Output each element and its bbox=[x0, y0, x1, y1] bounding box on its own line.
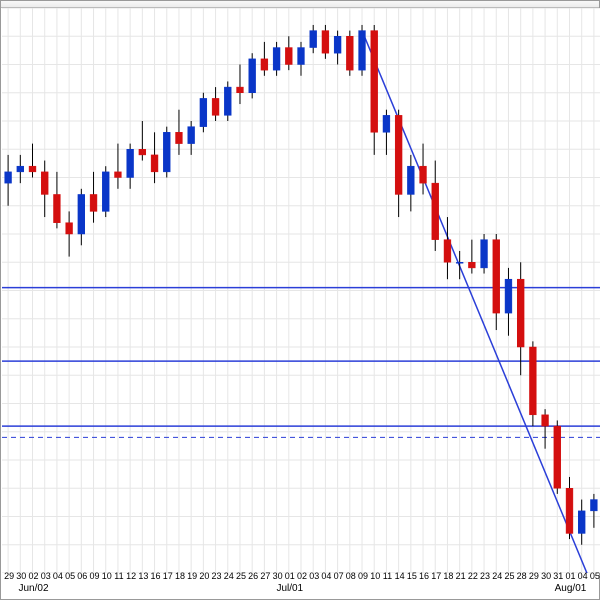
chart-window: 2930020304050609101112131617181920232425… bbox=[0, 0, 600, 600]
x-tick-day: 06 bbox=[77, 571, 87, 581]
x-tick-day: 04 bbox=[53, 571, 63, 581]
x-tick-day: 30 bbox=[273, 571, 283, 581]
x-tick-day: 19 bbox=[187, 571, 197, 581]
x-tick-day: 16 bbox=[151, 571, 161, 581]
x-tick-day: 09 bbox=[358, 571, 368, 581]
x-tick-day: 04 bbox=[578, 571, 588, 581]
window-title-bar bbox=[1, 1, 599, 8]
x-axis: 2930020304050609101112131617181920232425… bbox=[2, 571, 598, 599]
x-tick-day: 25 bbox=[236, 571, 246, 581]
x-tick-day: 24 bbox=[224, 571, 234, 581]
x-tick-day: 14 bbox=[395, 571, 405, 581]
x-tick-day: 22 bbox=[468, 571, 478, 581]
x-tick-day: 01 bbox=[285, 571, 295, 581]
x-tick-month: Jul/01 bbox=[276, 583, 303, 594]
x-tick-day: 29 bbox=[529, 571, 539, 581]
x-tick-day: 26 bbox=[248, 571, 258, 581]
x-tick-day: 21 bbox=[456, 571, 466, 581]
x-tick-day: 03 bbox=[309, 571, 319, 581]
x-tick-day: 24 bbox=[492, 571, 502, 581]
x-tick-day: 20 bbox=[199, 571, 209, 581]
x-tick-day: 05 bbox=[590, 571, 600, 581]
x-tick-day: 31 bbox=[553, 571, 563, 581]
x-tick-day: 23 bbox=[212, 571, 222, 581]
x-tick-day: 10 bbox=[370, 571, 380, 581]
x-tick-day: 16 bbox=[419, 571, 429, 581]
x-tick-day: 18 bbox=[443, 571, 453, 581]
candlestick-chart[interactable] bbox=[2, 8, 598, 571]
x-tick-day: 03 bbox=[41, 571, 51, 581]
x-tick-day: 13 bbox=[138, 571, 148, 581]
x-tick-day: 11 bbox=[383, 571, 392, 581]
x-tick-month: Jun/02 bbox=[18, 583, 48, 594]
x-tick-day: 05 bbox=[65, 571, 75, 581]
x-tick-day: 12 bbox=[126, 571, 136, 581]
x-tick-day: 29 bbox=[4, 571, 14, 581]
x-tick-day: 01 bbox=[565, 571, 575, 581]
x-tick-day: 04 bbox=[321, 571, 331, 581]
x-tick-day: 02 bbox=[28, 571, 38, 581]
x-tick-day: 25 bbox=[504, 571, 514, 581]
x-tick-day: 15 bbox=[407, 571, 417, 581]
x-tick-day: 17 bbox=[431, 571, 441, 581]
x-tick-day: 09 bbox=[90, 571, 100, 581]
x-tick-day: 02 bbox=[297, 571, 307, 581]
x-tick-month: Aug/01 bbox=[555, 583, 587, 594]
x-tick-day: 07 bbox=[334, 571, 344, 581]
x-tick-day: 17 bbox=[163, 571, 173, 581]
x-tick-day: 27 bbox=[260, 571, 270, 581]
x-tick-day: 28 bbox=[517, 571, 527, 581]
x-tick-day: 11 bbox=[114, 571, 123, 581]
x-tick-day: 08 bbox=[346, 571, 356, 581]
x-tick-day: 10 bbox=[102, 571, 112, 581]
chart-svg bbox=[2, 8, 600, 573]
x-tick-day: 30 bbox=[541, 571, 551, 581]
x-tick-day: 23 bbox=[480, 571, 490, 581]
x-tick-day: 18 bbox=[175, 571, 185, 581]
x-tick-day: 30 bbox=[16, 571, 26, 581]
